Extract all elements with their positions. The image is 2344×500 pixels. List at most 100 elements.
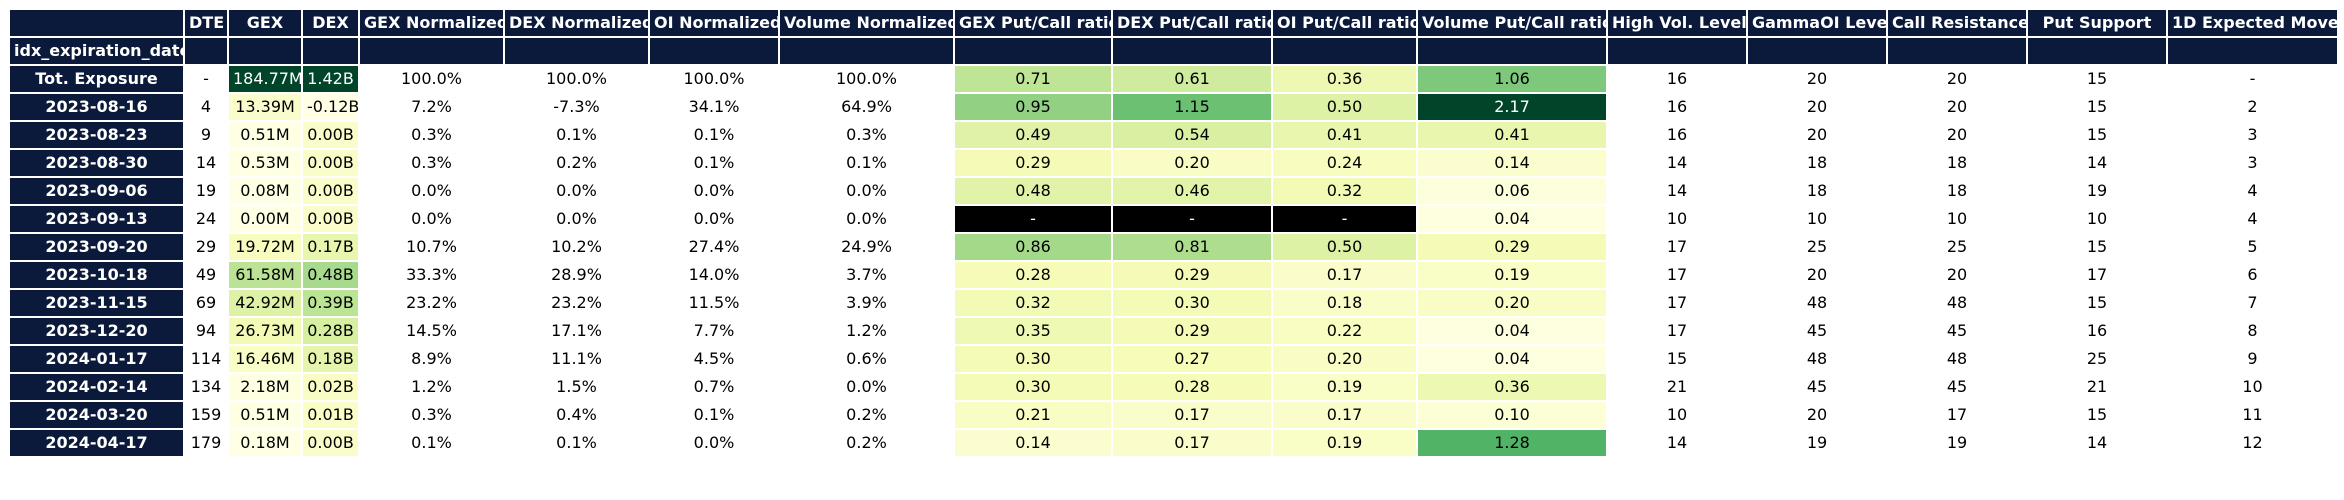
- index-name-header: idx_expiration_date: [8, 36, 185, 66]
- cell-volume-put-call-ratio: 0.36: [1416, 372, 1608, 402]
- cell-dex: 0.02B: [301, 372, 360, 402]
- cell-1d-expected-move: 10: [2166, 372, 2339, 402]
- cell-volume-put-call-ratio: 2.17: [1416, 92, 1608, 122]
- cell-volume-put-call-ratio: 0.41: [1416, 120, 1608, 150]
- cell-put-support: 16: [2026, 316, 2168, 346]
- cell-put-support: 15: [2026, 232, 2168, 262]
- cell-volume-normalized: 24.9%: [778, 232, 955, 262]
- cell-oi-put-call-ratio: 0.50: [1271, 232, 1418, 262]
- data-table-container: DTE GEX DEX GEX Normalized DEX Normalized OI …: [8, 8, 2339, 490]
- cell-gex: 13.39M: [227, 92, 303, 122]
- cell-put-support: 14: [2026, 148, 2168, 178]
- column-header-dex: DEX: [301, 8, 360, 38]
- cell-gex: 0.18M: [227, 428, 303, 458]
- cell-gex-put-call-ratio: 0.14: [953, 428, 1113, 458]
- cell-gex-put-call-ratio: 0.30: [953, 344, 1113, 374]
- row-label: 2023-09-13: [8, 204, 185, 234]
- cell-dex-put-call-ratio: 0.27: [1111, 344, 1273, 374]
- cell-volume-put-call-ratio: 0.19: [1416, 260, 1608, 290]
- cell-gammaoi-level: 48: [1746, 344, 1888, 374]
- table-row: 2023-08-16 4 13.39M -0.12B 7.2% -7.3% 34.1% 64.…: [8, 92, 2339, 122]
- cell-gex-normalized: 7.2%: [358, 92, 505, 122]
- row-label: 2023-10-18: [8, 260, 185, 290]
- cell-dte: 29: [183, 232, 229, 262]
- cell-dex-put-call-ratio: 0.17: [1111, 428, 1273, 458]
- cell-dex: 0.48B: [301, 260, 360, 290]
- cell-gex-normalized: 0.1%: [358, 428, 505, 458]
- cell-call-resistance: 20: [1886, 92, 2028, 122]
- column-subheader-blank: [1111, 36, 1273, 66]
- cell-dex: 0.00B: [301, 148, 360, 178]
- cell-gex: 0.51M: [227, 120, 303, 150]
- column-subheader-blank: [1271, 36, 1418, 66]
- column-header-row: DTE GEX DEX GEX Normalized DEX Normalized OI …: [8, 8, 2339, 38]
- index-header-row: idx_expiration_date: [8, 36, 2339, 66]
- table-row: 2024-04-17 179 0.18M 0.00B 0.1% 0.1% 0.0% 0.2% 0…: [8, 428, 2339, 458]
- cell-volume-put-call-ratio: 0.04: [1416, 316, 1608, 346]
- cell-call-resistance: 45: [1886, 316, 2028, 346]
- column-subheader-blank: [1746, 36, 1888, 66]
- cell-gex-normalized: 0.3%: [358, 148, 505, 178]
- cell-oi-normalized: 0.1%: [648, 400, 780, 430]
- cell-1d-expected-move: 4: [2166, 176, 2339, 206]
- cell-high-vol-level: 15: [1606, 344, 1748, 374]
- cell-dex-normalized: 100.0%: [503, 64, 650, 94]
- cell-dex-put-call-ratio: 0.20: [1111, 148, 1273, 178]
- cell-volume-normalized: 0.3%: [778, 120, 955, 150]
- cell-call-resistance: 45: [1886, 372, 2028, 402]
- cell-dex-put-call-ratio: 0.61: [1111, 64, 1273, 94]
- cell-dex: 0.01B: [301, 400, 360, 430]
- cell-gammaoi-level: 20: [1746, 64, 1888, 94]
- column-subheader-blank: [227, 36, 303, 66]
- cell-gex: 16.46M: [227, 344, 303, 374]
- row-label: 2024-03-20: [8, 400, 185, 430]
- table-row: 2023-09-20 29 19.72M 0.17B 10.7% 10.2% 27.4% 24…: [8, 232, 2339, 262]
- cell-gex: 26.73M: [227, 316, 303, 346]
- column-header-put-support: Put Support: [2026, 8, 2168, 38]
- cell-put-support: 10: [2026, 204, 2168, 234]
- cell-gammaoi-level: 25: [1746, 232, 1888, 262]
- cell-put-support: 21: [2026, 372, 2168, 402]
- cell-dte: -: [183, 64, 229, 94]
- cell-1d-expected-move: 3: [2166, 120, 2339, 150]
- cell-gex-put-call-ratio: 0.32: [953, 288, 1113, 318]
- cell-call-resistance: 10: [1886, 204, 2028, 234]
- cell-put-support: 19: [2026, 176, 2168, 206]
- cell-dex-normalized: 0.1%: [503, 428, 650, 458]
- table-row: 2024-02-14 134 2.18M 0.02B 1.2% 1.5% 0.7% 0.0% 0…: [8, 372, 2339, 402]
- cell-dex: 0.00B: [301, 428, 360, 458]
- cell-gex-put-call-ratio: 0.95: [953, 92, 1113, 122]
- cell-dex-put-call-ratio: 0.30: [1111, 288, 1273, 318]
- column-subheader-blank: [1416, 36, 1608, 66]
- cell-oi-normalized: 34.1%: [648, 92, 780, 122]
- cell-gex: 0.08M: [227, 176, 303, 206]
- cell-dte: 4: [183, 92, 229, 122]
- cell-volume-normalized: 0.1%: [778, 148, 955, 178]
- cell-call-resistance: 18: [1886, 176, 2028, 206]
- cell-volume-put-call-ratio: 0.04: [1416, 344, 1608, 374]
- cell-put-support: 15: [2026, 400, 2168, 430]
- cell-dex-put-call-ratio: 0.46: [1111, 176, 1273, 206]
- cell-gammaoi-level: 19: [1746, 428, 1888, 458]
- column-header-call-resistance: Call Resistance: [1886, 8, 2028, 38]
- cell-oi-put-call-ratio: -: [1271, 204, 1418, 234]
- table-row: 2024-01-17 114 16.46M 0.18B 8.9% 11.1% 4.5% 0.6…: [8, 344, 2339, 374]
- cell-dex-put-call-ratio: 0.29: [1111, 260, 1273, 290]
- cell-volume-put-call-ratio: 0.10: [1416, 400, 1608, 430]
- cell-put-support: 15: [2026, 288, 2168, 318]
- column-subheader-blank: [2166, 36, 2339, 66]
- cell-oi-put-call-ratio: 0.19: [1271, 428, 1418, 458]
- table-row: 2024-03-20 159 0.51M 0.01B 0.3% 0.4% 0.1% 0.2% 0…: [8, 400, 2339, 430]
- cell-call-resistance: 48: [1886, 344, 2028, 374]
- cell-volume-normalized: 0.2%: [778, 428, 955, 458]
- cell-gex-normalized: 0.3%: [358, 120, 505, 150]
- cell-oi-normalized: 14.0%: [648, 260, 780, 290]
- cell-dex-normalized: 17.1%: [503, 316, 650, 346]
- cell-volume-put-call-ratio: 1.06: [1416, 64, 1608, 94]
- cell-dex-normalized: 0.0%: [503, 204, 650, 234]
- cell-dex-put-call-ratio: 0.29: [1111, 316, 1273, 346]
- cell-call-resistance: 20: [1886, 260, 2028, 290]
- cell-volume-normalized: 0.0%: [778, 372, 955, 402]
- cell-oi-normalized: 0.0%: [648, 204, 780, 234]
- table-row: 2023-10-18 49 61.58M 0.48B 33.3% 28.9% 14.0% 3.…: [8, 260, 2339, 290]
